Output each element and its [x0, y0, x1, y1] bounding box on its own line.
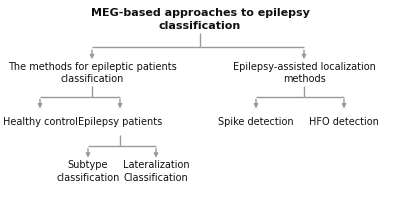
Text: Spike detection: Spike detection [218, 117, 294, 127]
Text: Subtype
classification: Subtype classification [56, 160, 120, 183]
Text: Epilepsy-assisted localization
methods: Epilepsy-assisted localization methods [232, 62, 376, 84]
Text: The methods for epileptic patients
classification: The methods for epileptic patients class… [8, 62, 176, 84]
Text: Lateralization
Classification: Lateralization Classification [123, 160, 189, 183]
Text: Epilepsy patients: Epilepsy patients [78, 117, 162, 127]
Text: Healthy control: Healthy control [2, 117, 78, 127]
Text: MEG-based approaches to epilepsy
classification: MEG-based approaches to epilepsy classif… [90, 8, 310, 31]
Text: HFO detection: HFO detection [309, 117, 379, 127]
